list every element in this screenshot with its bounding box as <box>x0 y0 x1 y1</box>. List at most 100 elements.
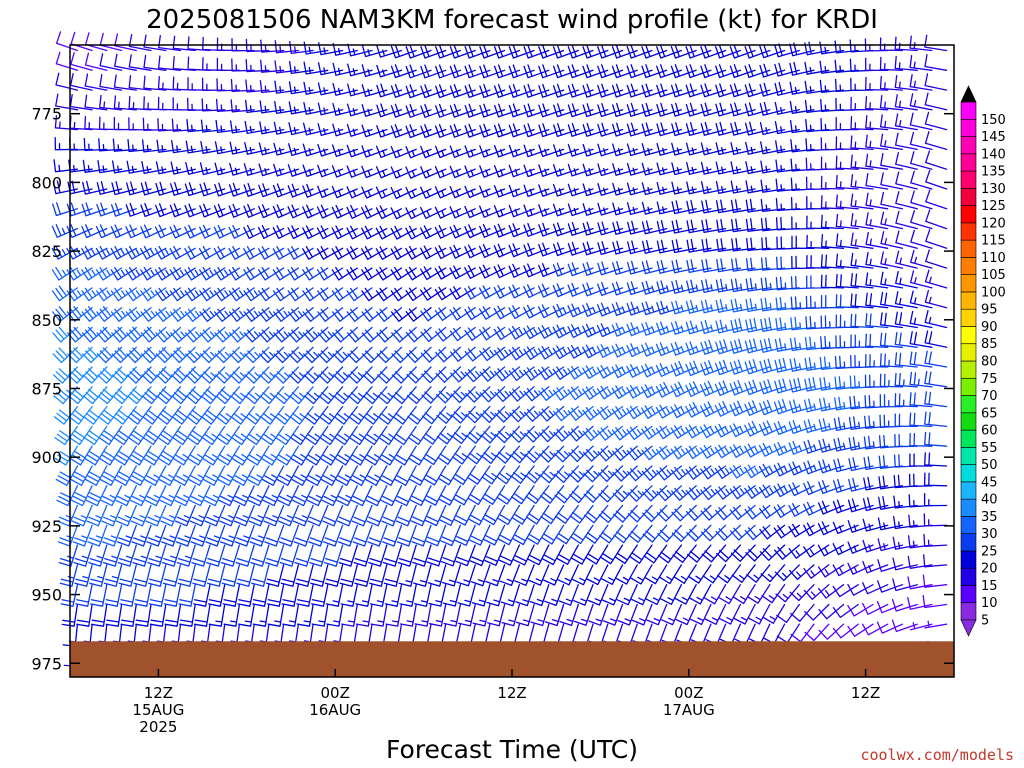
wind-barb <box>261 445 285 466</box>
colorbar-swatch <box>960 205 977 224</box>
wind-barb <box>177 564 196 587</box>
wind-barb <box>820 156 845 170</box>
wind-barb <box>803 439 830 454</box>
wind-barb <box>744 485 771 499</box>
wind-barb <box>178 584 196 607</box>
wind-barb <box>311 603 329 627</box>
wind-barb <box>744 443 771 458</box>
wind-barb <box>335 465 358 486</box>
wind-barb <box>267 603 285 627</box>
wind-barb <box>850 116 874 131</box>
wind-barb <box>643 544 668 564</box>
wind-barb <box>277 485 300 507</box>
wind-barb <box>788 461 815 476</box>
colorbar-swatch <box>960 516 977 534</box>
wind-barb <box>272 246 300 260</box>
wind-barb <box>552 386 579 401</box>
wind-barb <box>923 533 948 547</box>
wind-barb <box>232 465 255 486</box>
wind-barb <box>865 57 889 72</box>
wind-barb <box>375 246 403 260</box>
wind-barb <box>700 339 727 355</box>
wind-barb <box>611 425 638 441</box>
wind-barb <box>233 504 255 527</box>
wind-barb <box>405 225 432 240</box>
wind-barb <box>361 225 388 240</box>
wind-barb <box>820 214 845 230</box>
wind-barb <box>154 245 182 260</box>
wind-barb <box>569 485 594 504</box>
wind-barb <box>641 342 668 357</box>
colorbar-swatch <box>960 274 977 293</box>
colorbar-label: 85 <box>981 337 998 352</box>
wind-barb <box>466 445 491 465</box>
wind-barb <box>413 564 432 587</box>
wind-barb <box>909 351 933 368</box>
wind-barb <box>204 504 226 527</box>
wind-barb <box>745 317 771 333</box>
colorbar-swatch <box>960 308 977 327</box>
wind-barb <box>835 213 859 230</box>
wind-barb <box>265 544 285 567</box>
wind-barb <box>759 504 786 519</box>
wind-barb <box>909 371 933 388</box>
wind-barb <box>438 485 462 506</box>
wind-barb <box>820 254 845 269</box>
wind-barb <box>390 246 417 260</box>
y-tick-label: 900 <box>31 448 62 467</box>
wind-barb <box>228 287 255 302</box>
wind-barb <box>75 584 93 607</box>
wind-barb <box>304 405 329 425</box>
colorbar-label: 35 <box>981 510 998 525</box>
wind-barb <box>172 445 196 466</box>
wind-barb <box>434 307 462 322</box>
wind-barb <box>161 524 182 547</box>
wind-barb <box>879 312 904 329</box>
wind-barb <box>641 321 668 336</box>
wind-barb <box>759 337 786 353</box>
wind-barb <box>626 301 653 316</box>
wind-barb <box>820 274 845 289</box>
wind-barb <box>805 315 830 330</box>
wind-barb <box>252 603 270 627</box>
wind-barb <box>616 584 638 606</box>
wind-barb <box>318 366 344 384</box>
wind-barb <box>302 225 329 240</box>
wind-barb <box>90 584 108 607</box>
wind-barb <box>377 386 403 405</box>
wind-barb <box>861 623 889 636</box>
wind-barb <box>464 306 491 321</box>
wind-barb <box>701 544 727 563</box>
wind-barb <box>850 232 874 249</box>
wind-barb <box>773 421 800 436</box>
wind-barb <box>923 513 948 527</box>
wind-barb <box>611 385 638 400</box>
wind-barb <box>523 304 550 319</box>
wind-barb <box>99 53 123 71</box>
wind-barb <box>508 366 535 382</box>
wind-barb <box>537 345 565 360</box>
wind-barb <box>51 224 79 238</box>
wind-barb <box>145 504 167 527</box>
colorbar-label: 150 <box>981 113 1006 128</box>
wind-barb <box>306 485 329 507</box>
wind-barb <box>229 366 255 384</box>
wind-barb <box>220 544 241 567</box>
wind-barb <box>573 603 594 626</box>
wind-barb <box>552 345 579 360</box>
wind-barb <box>895 191 918 210</box>
wind-barb <box>337 504 358 527</box>
wind-barb <box>690 603 712 626</box>
wind-barb <box>850 354 874 369</box>
wind-barb <box>134 584 152 607</box>
wind-barb <box>774 544 800 560</box>
wind-barb <box>729 400 756 417</box>
wind-barb <box>384 584 403 607</box>
wind-barb <box>879 114 904 131</box>
wind-barb <box>541 524 565 545</box>
wind-barb <box>470 564 491 587</box>
wind-barb <box>731 564 756 584</box>
x-tick-label: 2025 <box>139 718 177 736</box>
wind-barb <box>321 485 344 507</box>
